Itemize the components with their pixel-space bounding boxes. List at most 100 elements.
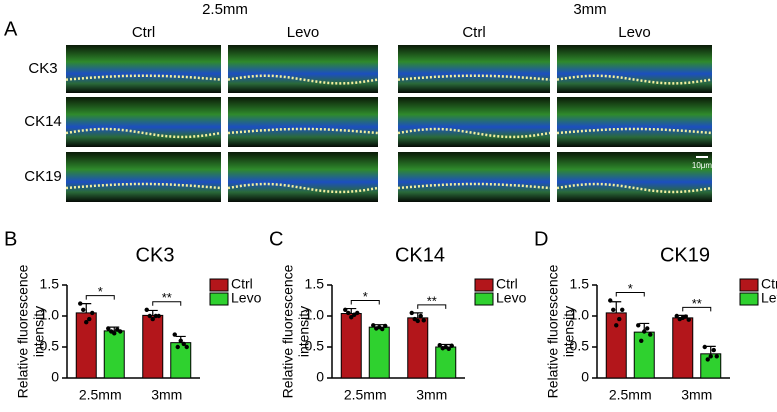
basement-line <box>65 127 222 139</box>
group-label: 2.5mm <box>202 1 248 18</box>
column-label: Ctrl <box>462 24 485 41</box>
y-tick-label: 1.0 <box>570 307 590 323</box>
legend-label: Ctrl <box>761 276 777 292</box>
y-axis-label: Relative fluorescence <box>15 264 31 398</box>
error-bar <box>81 303 92 313</box>
y-axis-label: Relative fluorescence <box>280 264 296 398</box>
micrograph <box>228 97 378 147</box>
significance-label: * <box>628 281 633 296</box>
y-tick-label: 0.5 <box>570 338 590 354</box>
bar <box>435 346 457 379</box>
basement-line <box>397 127 551 139</box>
basement-line <box>65 182 222 190</box>
x-tick-label: 2.5mm <box>609 387 652 403</box>
data-point <box>648 332 653 337</box>
micrograph <box>228 45 378 93</box>
micrograph <box>398 152 550 202</box>
data-point <box>708 354 713 359</box>
basement-line <box>397 182 551 190</box>
legend-label: Levo <box>761 290 777 306</box>
micrograph <box>557 97 712 147</box>
data-point <box>346 310 351 316</box>
data-point <box>636 323 641 328</box>
data-point <box>81 307 86 312</box>
bar <box>672 317 694 379</box>
x-tick-label: 2.5mm <box>344 387 387 403</box>
significance-label: ** <box>692 296 702 311</box>
micrograph <box>557 152 712 202</box>
x-tick-label: 3mm <box>416 387 447 403</box>
significance-bracket <box>417 304 447 309</box>
data-point <box>702 344 707 350</box>
data-point <box>380 326 385 332</box>
legend-label: Ctrl <box>231 276 253 292</box>
chart-title: CK14 <box>395 244 445 266</box>
y-tick-label: 0.5 <box>305 338 325 354</box>
data-point <box>156 313 161 319</box>
data-point <box>714 354 719 359</box>
basement-line <box>227 127 379 135</box>
basement-line <box>556 74 713 85</box>
y-axis-label: intensity <box>31 306 47 357</box>
bar <box>633 331 655 379</box>
micrograph <box>66 152 221 202</box>
y-tick-label: 1.0 <box>305 307 325 323</box>
chart-title: CK19 <box>660 244 710 266</box>
significance-bracket <box>615 292 645 297</box>
data-point <box>446 346 451 352</box>
x-tick-label: 3mm <box>151 387 182 403</box>
bar <box>605 312 627 379</box>
data-point <box>614 323 619 328</box>
data-point <box>421 318 426 323</box>
error-bar <box>147 309 158 316</box>
y-tick-label: 1.5 <box>570 276 590 292</box>
y-tick-label: 0.5 <box>40 338 60 354</box>
data-point <box>175 344 180 350</box>
column-label: Levo <box>618 24 651 41</box>
basement-line <box>397 74 551 81</box>
error-bar <box>109 326 120 331</box>
data-point <box>608 298 613 303</box>
significance-label: ** <box>162 290 172 305</box>
y-tick-label: 0 <box>581 369 589 385</box>
panel-label: C <box>269 228 283 250</box>
legend-swatch <box>739 292 759 306</box>
legend-swatch <box>474 278 494 292</box>
data-point <box>349 315 354 320</box>
legend-label: Levo <box>231 290 262 306</box>
micrograph <box>228 152 378 202</box>
data-point <box>178 338 183 343</box>
data-point <box>437 342 442 348</box>
data-point <box>415 318 420 324</box>
data-point <box>371 323 376 328</box>
error-bar <box>412 312 423 318</box>
data-point <box>147 313 152 319</box>
y-tick-label: 1.0 <box>40 307 60 323</box>
micrograph <box>398 45 550 93</box>
micrograph <box>398 97 550 147</box>
data-point <box>181 341 186 347</box>
legend-swatch <box>739 278 759 292</box>
row-label: CK19 <box>24 168 62 185</box>
significance-bracket <box>350 300 380 305</box>
significance-bracket <box>152 301 182 306</box>
bar <box>142 314 164 379</box>
significance-label: ** <box>427 293 437 308</box>
legend-label: Ctrl <box>496 276 518 292</box>
y-axis-label: intensity <box>561 306 577 357</box>
panel-label: B <box>4 228 17 250</box>
bar <box>368 326 390 379</box>
significance-bracket <box>85 295 115 300</box>
x-tick-label: 2.5mm <box>79 387 122 403</box>
row-label: CK3 <box>28 60 57 77</box>
data-point <box>449 343 454 348</box>
data-point <box>645 326 650 331</box>
data-point <box>642 329 647 334</box>
data-point <box>343 307 348 312</box>
bar <box>103 330 125 379</box>
legend-label: Levo <box>496 290 527 306</box>
y-axis-label: Relative fluorescence <box>545 264 561 398</box>
data-point <box>683 314 688 319</box>
data-point <box>409 310 414 316</box>
row-label: CK14 <box>24 113 62 130</box>
